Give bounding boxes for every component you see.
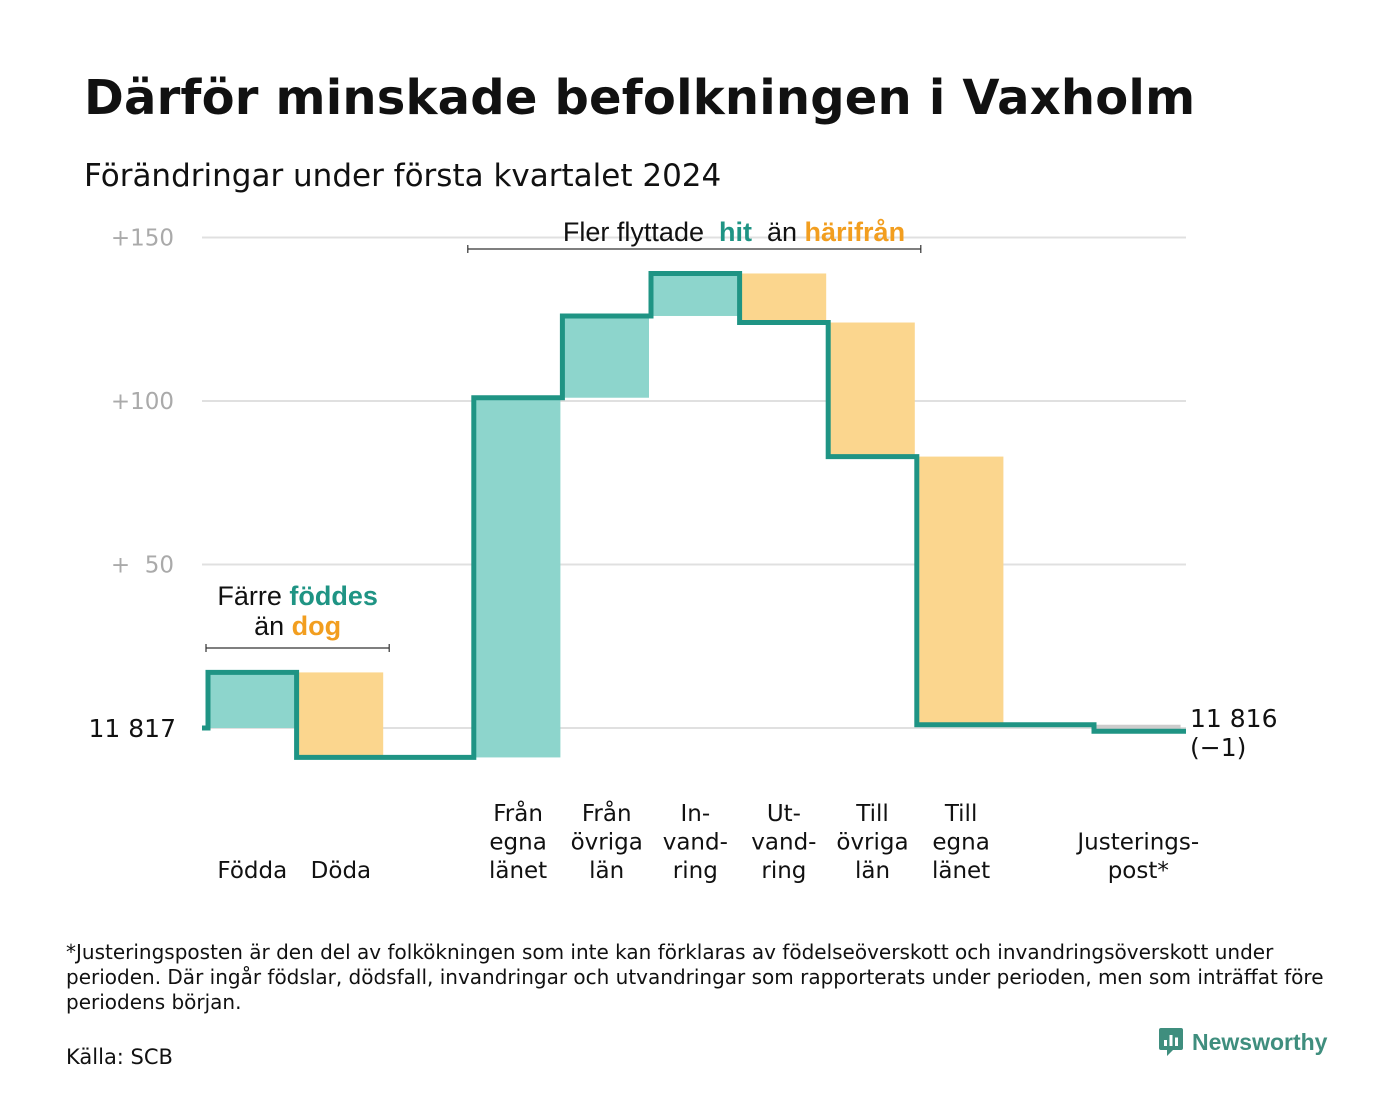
step-line-group <box>202 270 1186 760</box>
chart-subtitle: Förändringar under första kvartalet 2024 <box>84 158 722 194</box>
category-label-till-egna-lanet: länet <box>932 858 990 884</box>
end-value-label: 11 816 <box>1190 704 1277 733</box>
footnote: *Justeringsposten är den del av folkökni… <box>66 940 1324 1014</box>
bar-till-egna-lanet <box>916 456 1004 725</box>
source-label: Källa: SCB <box>66 1045 173 1069</box>
baseline-label: 11 817 <box>89 714 176 743</box>
bar-till-ovriga-lan <box>828 322 915 457</box>
category-label-fran-egna-lanet: egna <box>489 830 546 856</box>
category-label-fran-ovriga-lan: övriga <box>571 830 643 856</box>
category-label-invandring: vand- <box>663 830 728 856</box>
category-label-utvandring: vand- <box>751 830 816 856</box>
category-label-utvandring: Ut- <box>767 801 801 827</box>
category-label-fran-ovriga-lan: Från <box>582 799 632 827</box>
newsworthy-logo-icon <box>1159 1028 1183 1056</box>
annotation-births-line1: Färre föddes <box>217 581 378 611</box>
category-label-utvandring: ring <box>761 858 806 884</box>
category-label-fran-egna-lanet: länet <box>489 858 547 884</box>
category-label-justeringspost: Justerings- <box>1075 830 1199 856</box>
bars <box>208 273 1181 758</box>
annotation-moves: Fler flyttade hit än härifrån <box>563 217 905 247</box>
bar-fodda <box>208 672 295 728</box>
y-tick-label: +100 <box>111 389 174 415</box>
step-line <box>202 270 1186 760</box>
bar-fran-ovriga-lan <box>562 315 649 398</box>
y-tick-label: +150 <box>111 226 174 252</box>
bar-doda <box>296 672 384 758</box>
category-label-fran-egna-lanet: Från <box>493 799 543 827</box>
brand: Newsworthy <box>1158 1026 1327 1058</box>
annotation-births-line2: än dog <box>254 611 341 641</box>
category-label-till-ovriga-lan: Till <box>855 801 889 827</box>
bar-utvandring <box>739 273 827 323</box>
bar-invandring <box>651 273 738 316</box>
category-label-till-ovriga-lan: övriga <box>836 830 908 856</box>
end-change-label: (−1) <box>1190 733 1246 762</box>
category-label-till-egna-lanet: egna <box>932 830 989 856</box>
bar-fran-egna-lanet <box>473 397 561 758</box>
category-label-fran-ovriga-lan: län <box>589 858 624 884</box>
category-label-invandring: ring <box>673 858 718 884</box>
bar-justeringspost <box>1094 724 1181 732</box>
category-label-till-ovriga-lan: län <box>855 858 890 884</box>
brand-name: Newsworthy <box>1192 1028 1328 1055</box>
category-label-doda: Döda <box>311 858 371 884</box>
y-tick-label: + 50 <box>111 553 174 579</box>
category-label-fodda: Födda <box>217 858 287 884</box>
category-label-till-egna-lanet: Till <box>944 801 978 827</box>
category-label-justeringspost: post* <box>1108 858 1169 884</box>
chart-title: Därför minskade befolkningen i Vaxholm <box>84 70 1196 126</box>
category-label-invandring: In- <box>680 801 710 827</box>
